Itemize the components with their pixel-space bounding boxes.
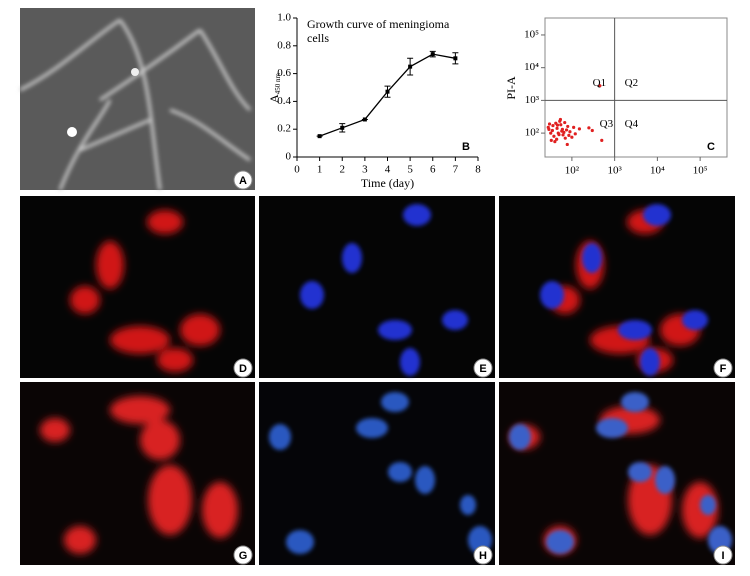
x-tick-label: 2 [340, 164, 346, 176]
x-tick-label: 6 [430, 164, 436, 176]
point [552, 134, 556, 138]
x-tick-label: 3 [362, 164, 368, 176]
panel-e-image [259, 196, 495, 378]
panel-label-badge [713, 545, 733, 565]
point [563, 120, 567, 125]
panel-label: C [707, 141, 715, 153]
point [600, 138, 604, 142]
x-tick-label: 0 [294, 164, 300, 176]
point [547, 122, 552, 126]
point [555, 126, 559, 130]
point [408, 64, 413, 69]
panel-label: D [239, 363, 247, 375]
panel-label: H [479, 550, 487, 562]
point [553, 139, 557, 144]
quadrant-label: Q4 [625, 118, 639, 130]
panel-d-cells [70, 210, 220, 372]
panel-label-badge [473, 358, 493, 378]
x-axis-label: Time (day) [361, 176, 414, 190]
x-tick-label: 8 [475, 164, 481, 176]
panel-label: G [239, 550, 248, 562]
x-tick-label: 10⁴ [650, 165, 665, 177]
y-axis-label: A450 nm [267, 73, 282, 103]
point [385, 89, 390, 94]
point [550, 128, 554, 133]
y-tick-label: 0.2 [277, 123, 291, 135]
x-tick-label: 10² [565, 165, 580, 177]
point [549, 131, 553, 135]
point [551, 123, 555, 128]
panel-label-badge [713, 358, 733, 378]
panel-label: B [462, 141, 470, 153]
y-axis-label-sub: 450 nm [274, 73, 282, 95]
y-tick-label: 10⁴ [524, 61, 539, 73]
point [430, 52, 435, 57]
plot-frame [544, 17, 728, 158]
panel-h-nuclei [269, 392, 492, 554]
point [362, 117, 367, 122]
point [573, 132, 577, 136]
point [547, 127, 551, 131]
panel-label: A [239, 175, 247, 187]
x-tick-label: 1 [317, 164, 323, 176]
y-axis-label-main: A [267, 94, 281, 103]
point [560, 129, 564, 133]
chart-title: Growth curve of meningioma [307, 17, 450, 31]
point [558, 117, 563, 122]
panel-label-badge [233, 170, 253, 190]
point [577, 127, 582, 131]
panel-e-nuclei [300, 204, 468, 376]
y-tick-label: 10² [525, 127, 540, 139]
chart-title: cells [307, 31, 329, 45]
y-tick-label: 0.8 [277, 39, 291, 51]
panel-label-badge [233, 358, 253, 378]
x-tick-label: 5 [407, 164, 413, 176]
point [563, 136, 567, 140]
point [568, 130, 572, 134]
quadrant-label: Q2 [625, 77, 638, 89]
x-tick-label: 4 [385, 164, 391, 176]
x-tick-label: 10³ [607, 165, 622, 177]
point [567, 133, 571, 138]
panel-i-nuclei [509, 392, 732, 554]
y-axis-label: PI-A [504, 76, 518, 100]
point [570, 135, 574, 139]
panel-label-badge [473, 545, 493, 565]
panel-label-badge [233, 545, 253, 565]
point [559, 123, 563, 127]
point [590, 128, 594, 133]
quadrant-label: Q3 [600, 118, 614, 130]
panel-label: E [479, 363, 486, 375]
panel-a-image [19, 8, 255, 191]
x-tick-label: 10⁵ [693, 165, 708, 177]
panel-label: F [720, 363, 727, 375]
y-tick-label: 10⁵ [524, 28, 539, 40]
point [556, 131, 560, 135]
y-tick-label: 0.6 [277, 67, 291, 79]
point [564, 128, 569, 132]
point [566, 124, 570, 129]
y-tick-label: 0.4 [277, 95, 291, 107]
panel-g-cells [40, 396, 238, 554]
panel-f-nuclei [540, 204, 708, 376]
panel-label: I [721, 550, 724, 562]
point [555, 123, 560, 127]
point [549, 138, 553, 142]
point [340, 125, 345, 130]
point [555, 137, 559, 141]
quadrant-label: Q1 [593, 77, 606, 89]
point [565, 142, 569, 147]
point [561, 133, 565, 137]
point [598, 84, 602, 88]
y-tick-label: 1.0 [277, 12, 291, 24]
point [572, 125, 576, 129]
x-tick-label: 7 [453, 164, 459, 176]
y-tick-label: 10³ [525, 94, 540, 106]
y-tick-label: 0 [286, 151, 292, 163]
point [587, 126, 591, 130]
point [453, 56, 458, 61]
point [317, 134, 322, 139]
